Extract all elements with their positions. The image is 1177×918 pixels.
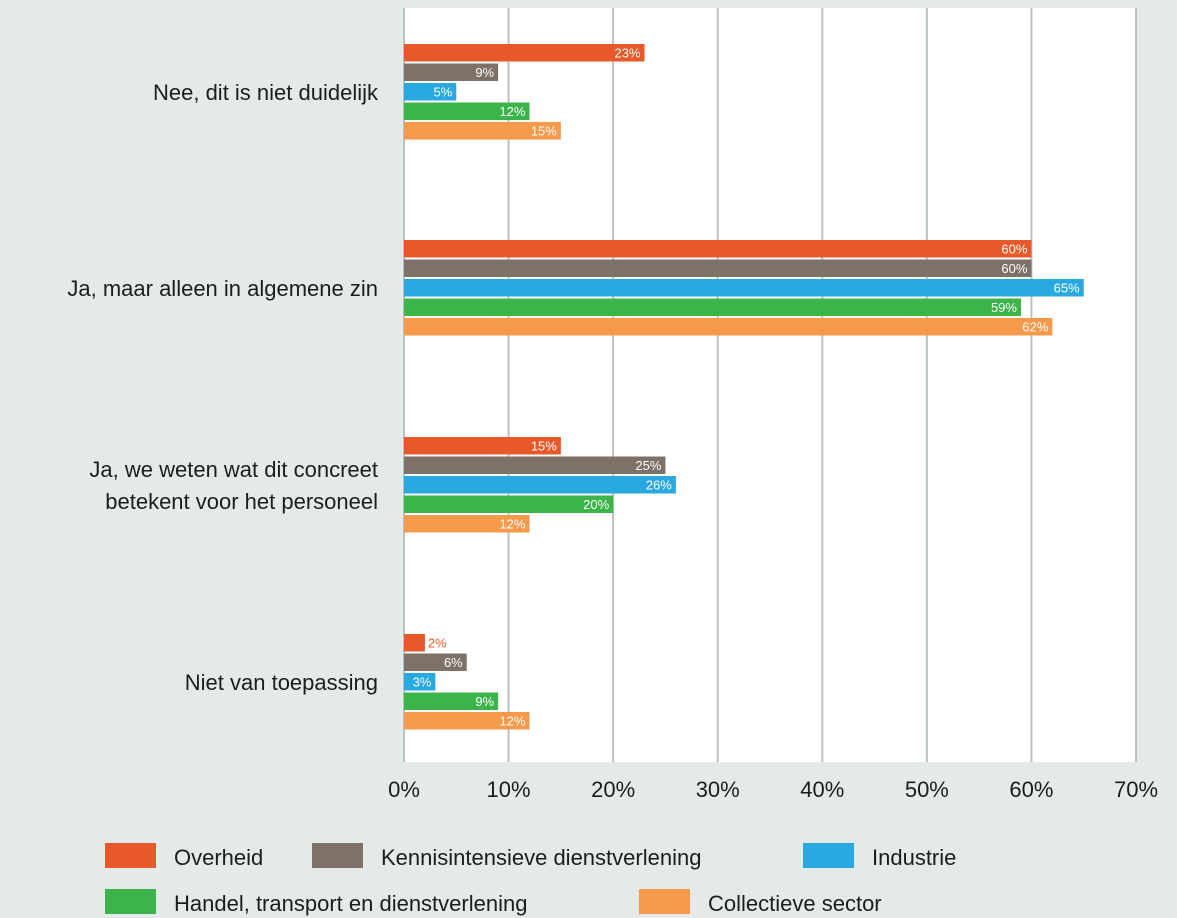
category-label: Ja, maar alleen in algemene zin bbox=[67, 276, 378, 301]
bar-value-label: 23% bbox=[614, 45, 640, 60]
bar bbox=[404, 122, 561, 140]
legend-swatch bbox=[105, 889, 156, 914]
bar-value-label: 3% bbox=[413, 674, 432, 689]
x-tick-label: 0% bbox=[388, 777, 420, 802]
bar bbox=[404, 476, 676, 494]
bar-value-label: 9% bbox=[475, 65, 494, 80]
bar bbox=[404, 673, 436, 691]
bar bbox=[404, 692, 499, 710]
category-label: Niet van toepassing bbox=[185, 670, 378, 695]
bar bbox=[404, 298, 1021, 316]
bar bbox=[404, 653, 467, 671]
bar bbox=[404, 437, 561, 455]
legend-label: Collectieve sector bbox=[708, 891, 882, 916]
bar bbox=[404, 63, 499, 81]
x-tick-label: 40% bbox=[800, 777, 844, 802]
x-tick-label: 10% bbox=[487, 777, 531, 802]
category-label: Ja, we weten wat dit concreet bbox=[89, 457, 378, 482]
legend: Overheid Kennisintensieve dienstverlening… bbox=[105, 843, 956, 916]
legend-label: Kennisintensieve dienstverlening bbox=[381, 845, 701, 870]
legend-label: Industrie bbox=[872, 845, 956, 870]
legend-swatch bbox=[312, 843, 363, 868]
category-label: betekent voor het personeel bbox=[105, 489, 378, 514]
legend-swatch bbox=[803, 843, 854, 868]
legend-swatch bbox=[639, 889, 690, 914]
bar-value-label: 12% bbox=[499, 104, 525, 119]
bar-value-label: 25% bbox=[635, 458, 661, 473]
bar-value-label: 15% bbox=[531, 123, 557, 138]
bar bbox=[404, 44, 645, 62]
category-label: Nee, dit is niet duidelijk bbox=[153, 80, 379, 105]
bar bbox=[404, 515, 530, 533]
x-tick-label: 60% bbox=[1009, 777, 1053, 802]
bar-value-label: 12% bbox=[499, 516, 525, 531]
plot-area bbox=[403, 8, 1137, 762]
bar-value-label: 2% bbox=[428, 635, 447, 650]
category-labels: Nee, dit is niet duidelijk Ja, maar allee… bbox=[67, 80, 379, 695]
bar bbox=[404, 259, 1032, 277]
bar-value-label: 12% bbox=[499, 713, 525, 728]
legend-label: Handel, transport en dienstverlening bbox=[174, 891, 527, 916]
bar bbox=[404, 279, 1084, 297]
bar-value-label: 15% bbox=[531, 438, 557, 453]
bar-value-label: 6% bbox=[444, 655, 463, 670]
bar bbox=[404, 102, 530, 120]
x-tick-label: 70% bbox=[1114, 777, 1158, 802]
bar bbox=[404, 318, 1053, 336]
legend-label: Overheid bbox=[174, 845, 263, 870]
x-axis: 0% 10% 20% 30% 40% 50% 60% 70% bbox=[388, 777, 1158, 802]
plot-background bbox=[404, 8, 1136, 762]
x-tick-label: 30% bbox=[696, 777, 740, 802]
bar bbox=[404, 634, 425, 652]
bar bbox=[404, 83, 457, 101]
bar bbox=[404, 240, 1032, 258]
bars: 23% 9% 5% 12% 15% 60% 60% 65% 59% 62% 15% 25% 26% 20%… bbox=[404, 44, 1084, 730]
bar-value-label: 59% bbox=[991, 300, 1017, 315]
bar-value-label: 9% bbox=[475, 694, 494, 709]
bar-value-label: 65% bbox=[1054, 280, 1080, 295]
bar bbox=[404, 712, 530, 730]
bar bbox=[404, 495, 614, 513]
bar-value-label: 60% bbox=[1001, 241, 1027, 256]
bar bbox=[404, 456, 666, 474]
bar-value-label: 62% bbox=[1022, 319, 1048, 334]
bar-value-label: 26% bbox=[646, 477, 672, 492]
bar-value-label: 20% bbox=[583, 497, 609, 512]
x-tick-label: 50% bbox=[905, 777, 949, 802]
bar-value-label: 60% bbox=[1001, 261, 1027, 276]
bar-value-label: 5% bbox=[433, 84, 452, 99]
x-tick-label: 20% bbox=[591, 777, 635, 802]
legend-swatch bbox=[105, 843, 156, 868]
